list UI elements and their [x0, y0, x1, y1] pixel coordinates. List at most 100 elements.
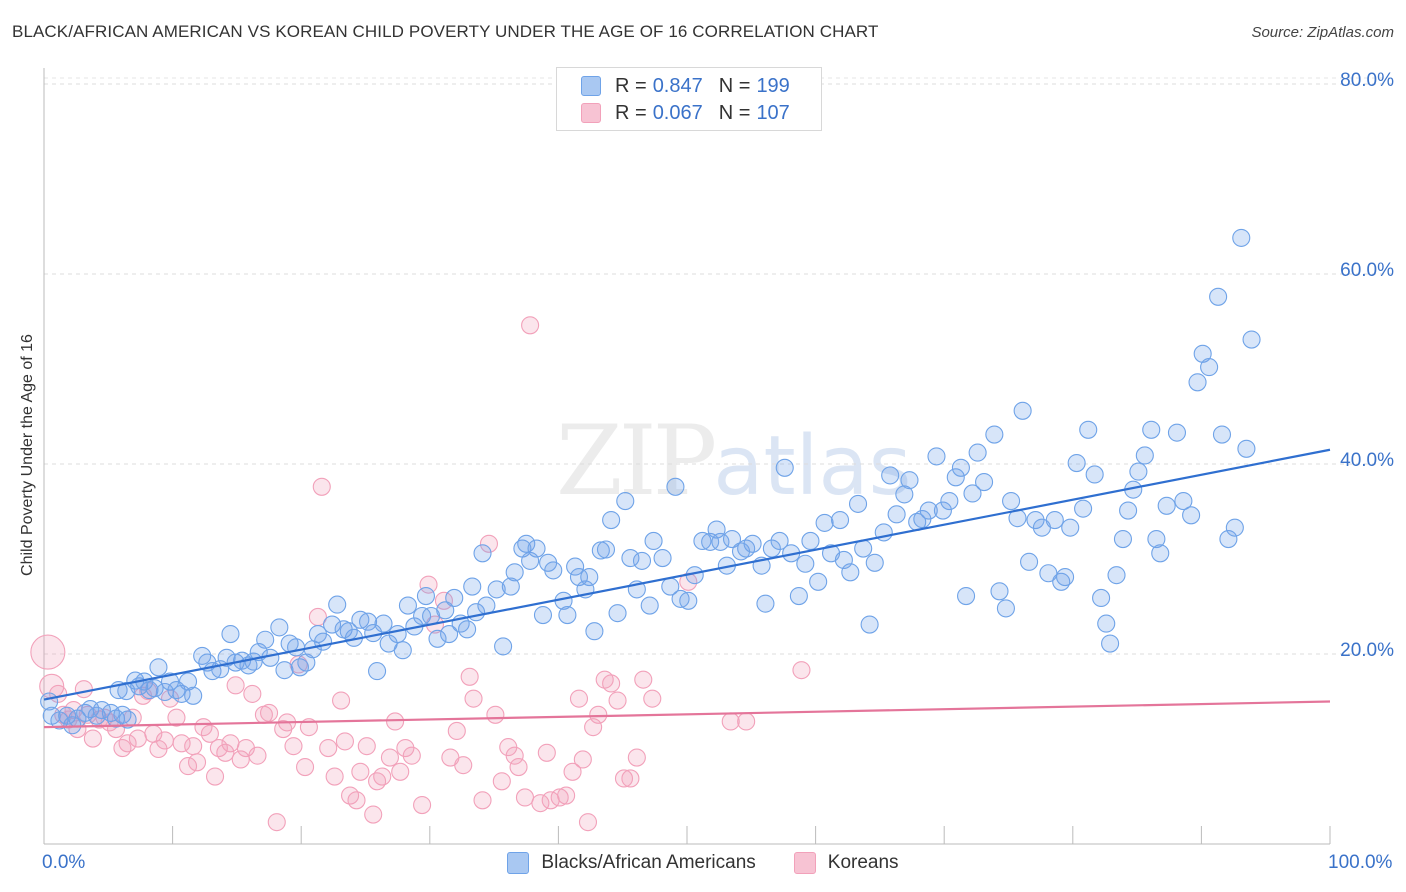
legend-r-value: 0.067 [652, 101, 703, 124]
point-blacks [527, 539, 546, 558]
legend-n-label: N = [718, 101, 751, 124]
point-koreans [380, 748, 399, 767]
series-legend-blacks[interactable]: Blacks/African Americans [507, 852, 756, 874]
point-blacks [770, 531, 789, 551]
point-koreans [226, 676, 245, 695]
point-koreans [589, 705, 608, 724]
point-blacks [756, 594, 775, 613]
point-blacks [693, 531, 712, 551]
point-koreans [627, 748, 646, 767]
point-blacks [830, 510, 850, 530]
correlation-legend: R = 0.847 N = 199 R = 0.067 N = 107 [556, 67, 822, 131]
point-blacks [270, 618, 289, 637]
point-blacks [1039, 564, 1058, 583]
series-legend: Blacks/African Americans Koreans [0, 852, 1406, 874]
point-blacks [789, 586, 808, 606]
point-koreans [464, 689, 483, 708]
point-koreans [118, 734, 137, 753]
point-koreans [492, 772, 511, 791]
point-blacks [1045, 510, 1064, 530]
point-blacks [1135, 446, 1154, 465]
point-blacks [217, 648, 236, 667]
point-blacks [711, 532, 730, 551]
point-koreans [396, 738, 415, 758]
point-koreans [573, 750, 592, 769]
point-blacks [1200, 358, 1219, 377]
legend-n-label: N = [718, 74, 751, 97]
point-koreans [364, 805, 383, 824]
point-koreans [454, 756, 473, 775]
point-blacks [957, 586, 976, 606]
point-blacks [653, 548, 672, 568]
point-blacks [927, 447, 946, 466]
point-koreans [608, 691, 627, 710]
point-koreans [537, 743, 556, 762]
point-koreans [296, 757, 315, 777]
point-blacks [1013, 401, 1032, 420]
watermark: ZIPatlas [556, 405, 911, 517]
legend-swatch-blacks [581, 76, 601, 96]
point-blacks [58, 706, 77, 725]
point-blacks [640, 596, 659, 615]
y-tick-label: 40.0% [1340, 450, 1394, 471]
point-koreans [531, 794, 550, 813]
point-blacks [184, 686, 203, 705]
point-blacks [644, 531, 663, 551]
point-koreans [602, 674, 621, 693]
point-blacks [975, 472, 994, 492]
point-blacks [323, 615, 342, 634]
point-blacks [1232, 228, 1251, 247]
point-koreans [413, 795, 432, 815]
point-blacks [1167, 423, 1187, 442]
point-blacks [118, 710, 137, 729]
chart-title: BLACK/AFRICAN AMERICAN VS KOREAN CHILD P… [12, 22, 879, 41]
point-blacks [544, 561, 563, 580]
point-blacks [1242, 330, 1261, 349]
legend-r-label: R = [615, 101, 647, 124]
point-koreans [221, 734, 240, 753]
point-blacks [445, 588, 464, 608]
series-legend-koreans[interactable]: Koreans [793, 852, 899, 874]
legend-swatch-koreans [581, 103, 601, 123]
point-blacks [1174, 491, 1193, 511]
point-blacks [762, 539, 781, 558]
point-koreans [679, 572, 698, 591]
point-blacks [632, 551, 652, 570]
point-blacks [881, 466, 900, 485]
point-koreans [30, 634, 66, 670]
point-koreans [128, 729, 147, 748]
trend-lines [43, 448, 1331, 729]
point-koreans [267, 813, 286, 832]
y-tick-label: 60.0% [1340, 260, 1394, 281]
point-blacks [388, 624, 407, 644]
point-koreans [509, 757, 528, 777]
point-blacks [416, 586, 435, 606]
point-blacks [473, 544, 492, 563]
point-koreans [578, 813, 598, 832]
point-koreans [391, 762, 410, 781]
point-koreans [231, 750, 250, 769]
point-blacks [398, 596, 417, 615]
point-koreans [312, 477, 331, 496]
point-blacks [848, 494, 868, 513]
point-koreans [200, 724, 219, 743]
point-koreans [167, 708, 186, 727]
point-koreans [563, 762, 582, 781]
point-blacks [1147, 529, 1166, 549]
point-blacks [940, 491, 959, 511]
point-blacks [865, 553, 884, 572]
point-koreans [515, 788, 535, 807]
point-blacks [919, 501, 938, 520]
legend-n-value: 199 [756, 74, 790, 97]
point-blacks [1020, 552, 1039, 571]
point-blacks [87, 706, 106, 725]
point-blacks [256, 630, 275, 649]
point-blacks [900, 471, 919, 490]
axes [43, 68, 1331, 845]
point-blacks [1209, 287, 1228, 306]
point-koreans [737, 712, 756, 731]
legend-r-label: R = [615, 74, 647, 97]
point-blacks [801, 531, 820, 551]
watermark-zip: ZIP [556, 405, 717, 517]
